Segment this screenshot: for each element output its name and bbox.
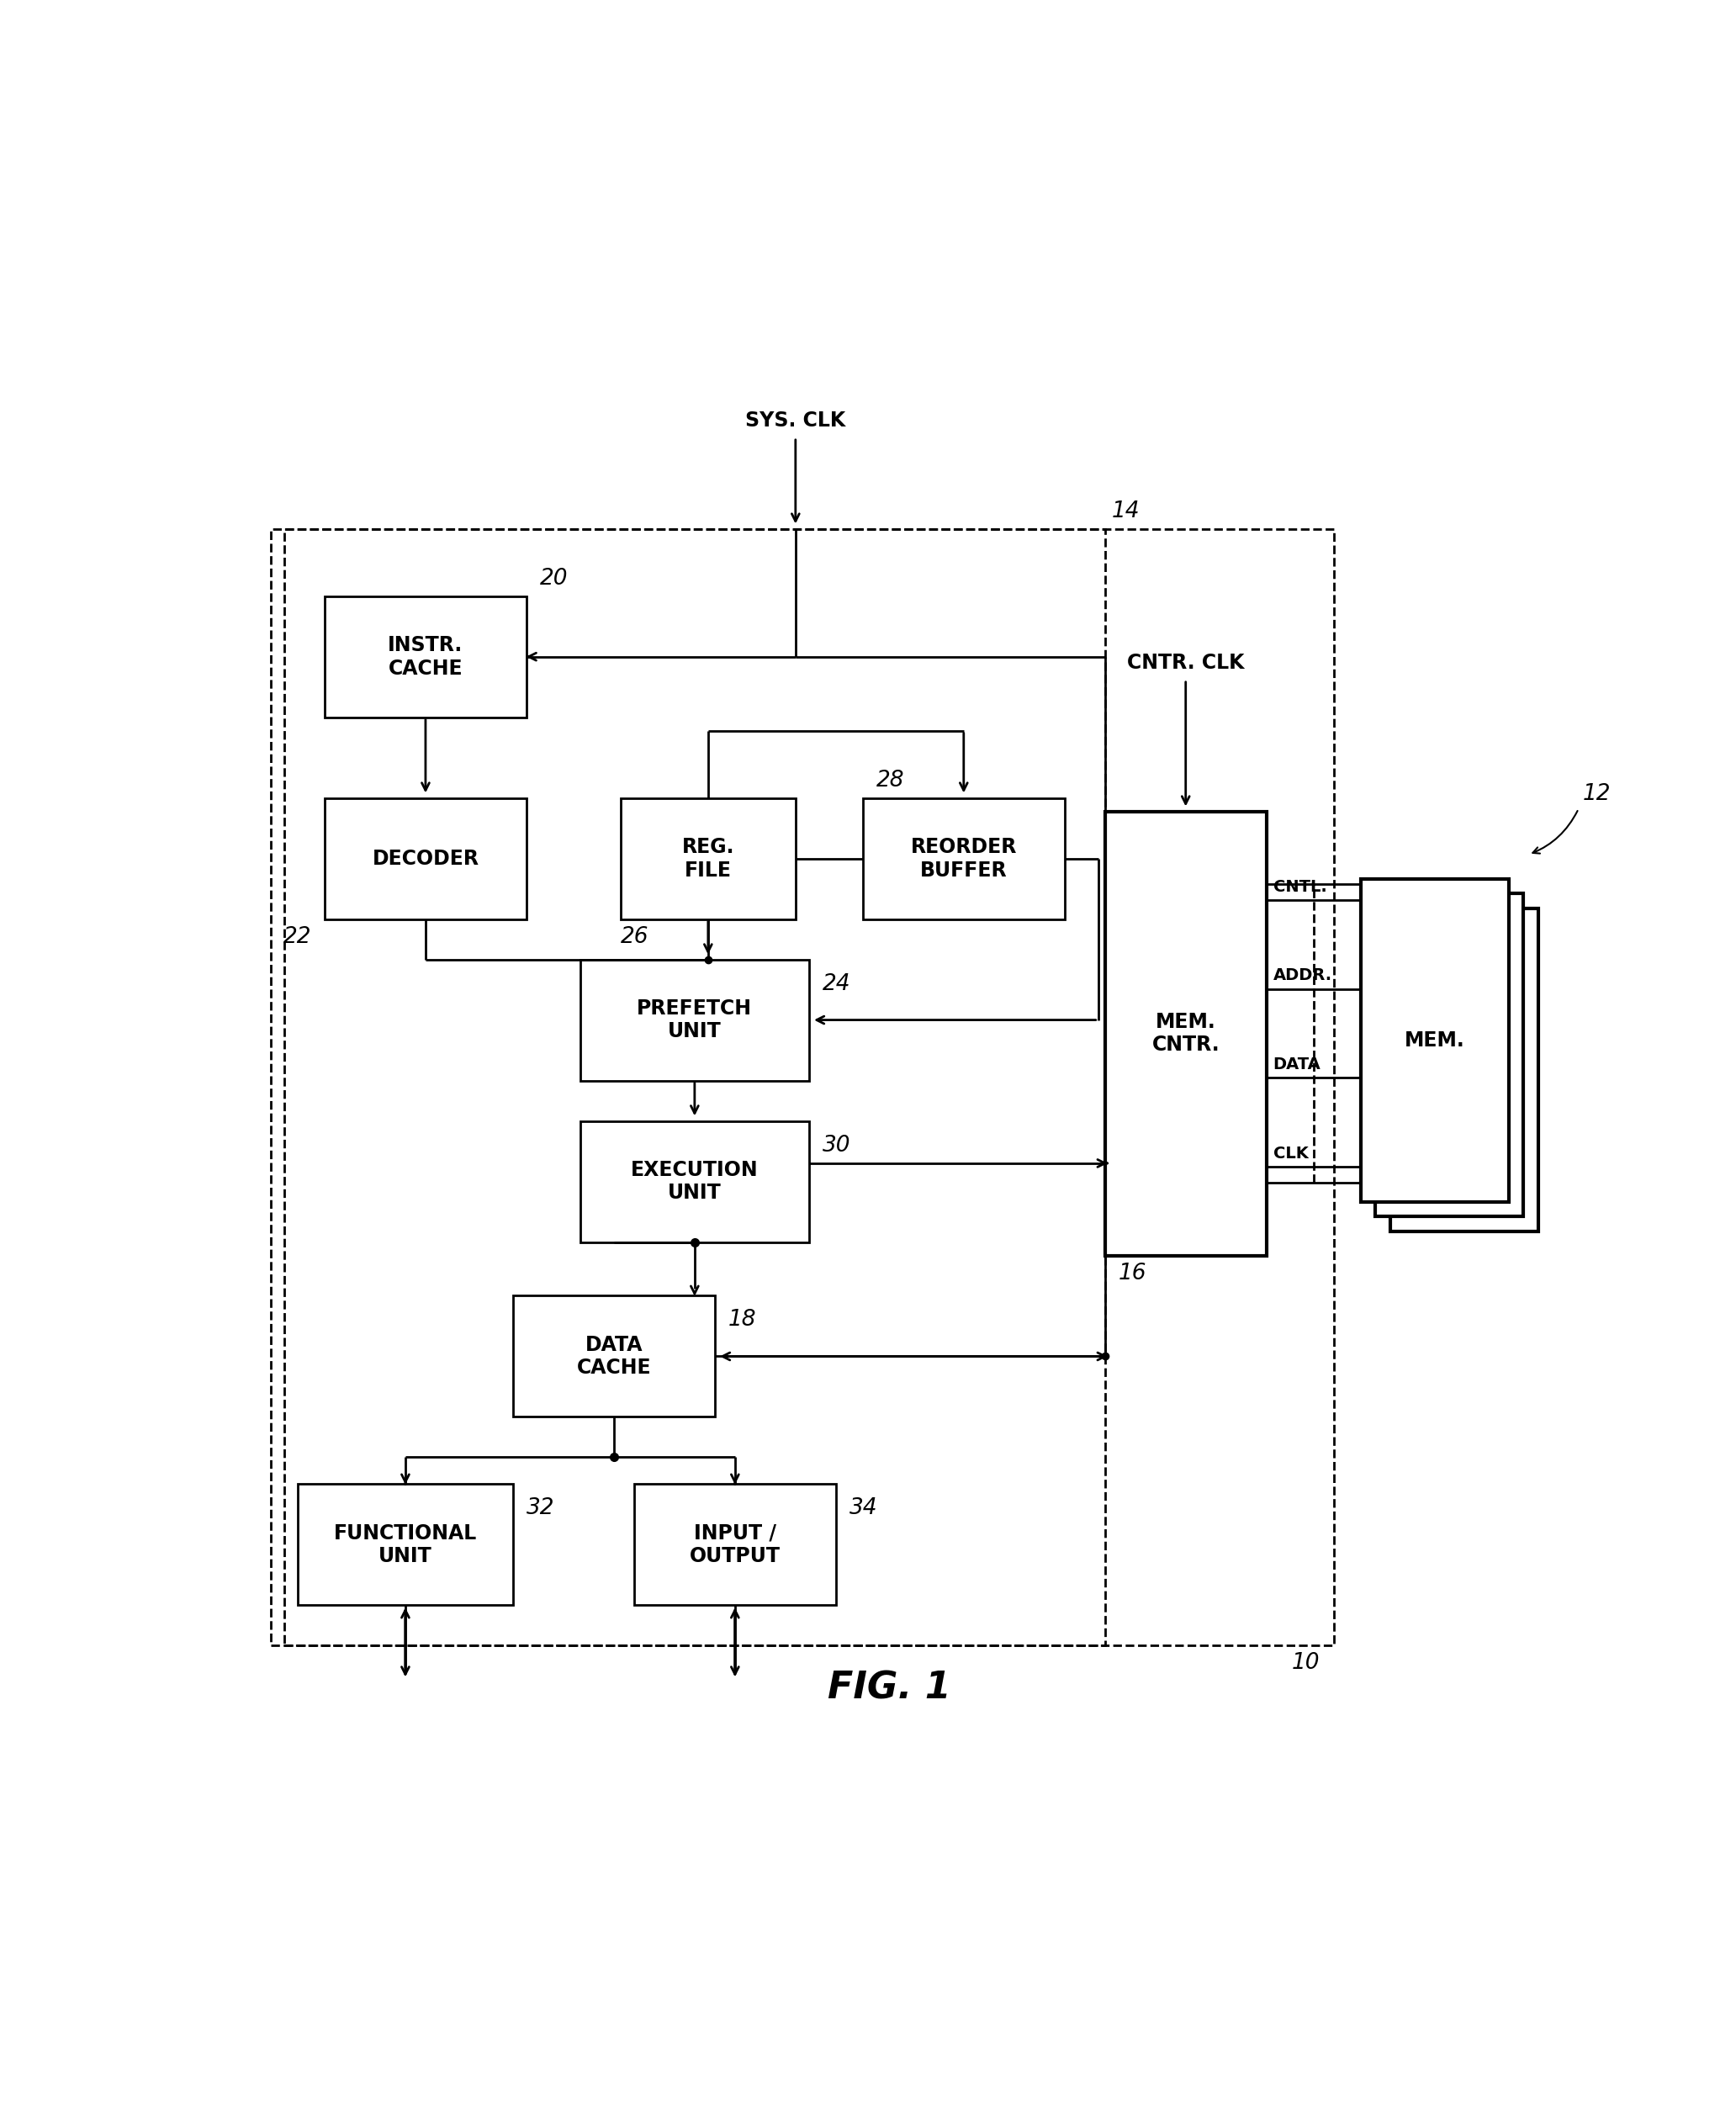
Text: 10: 10 [1292,1652,1321,1673]
Text: DATA
CACHE: DATA CACHE [576,1335,651,1378]
FancyBboxPatch shape [1106,811,1267,1255]
FancyBboxPatch shape [1361,879,1509,1202]
Text: 20: 20 [540,568,568,590]
Text: MEM.
CNTR.: MEM. CNTR. [1151,1012,1220,1054]
FancyBboxPatch shape [325,596,526,716]
Text: REORDER
BUFFER: REORDER BUFFER [911,837,1017,881]
Text: PREFETCH
UNIT: PREFETCH UNIT [637,997,752,1042]
Text: 34: 34 [849,1498,877,1519]
Text: 18: 18 [729,1310,757,1331]
Text: REG.
FILE: REG. FILE [682,837,734,881]
Text: DECODER: DECODER [372,849,479,868]
Text: INPUT /
OUTPUT: INPUT / OUTPUT [689,1523,781,1566]
FancyBboxPatch shape [1375,894,1524,1217]
Text: EXECUTION
UNIT: EXECUTION UNIT [630,1160,759,1202]
Text: 12: 12 [1583,782,1611,805]
Text: 26: 26 [621,925,649,947]
FancyBboxPatch shape [1391,909,1538,1232]
Text: SYS. CLK: SYS. CLK [745,410,845,431]
Text: FUNCTIONAL
UNIT: FUNCTIONAL UNIT [333,1523,477,1566]
FancyBboxPatch shape [325,799,526,919]
Text: 28: 28 [877,769,904,790]
Text: 16: 16 [1118,1261,1146,1285]
FancyBboxPatch shape [580,959,809,1080]
Text: ADDR.: ADDR. [1272,968,1332,985]
FancyBboxPatch shape [514,1295,715,1418]
Text: FIG. 1: FIG. 1 [828,1669,951,1705]
Text: 14: 14 [1111,501,1141,522]
Text: INSTR.
CACHE: INSTR. CACHE [389,634,464,678]
FancyBboxPatch shape [580,1120,809,1242]
Text: 24: 24 [823,972,851,995]
FancyBboxPatch shape [634,1483,837,1606]
Text: 30: 30 [823,1135,851,1156]
Text: MEM.: MEM. [1404,1029,1465,1050]
Text: 22: 22 [283,925,311,947]
FancyBboxPatch shape [863,799,1064,919]
Text: CLK: CLK [1272,1145,1309,1162]
Text: CNTR. CLK: CNTR. CLK [1127,653,1245,672]
FancyBboxPatch shape [621,799,795,919]
Text: CNTL.: CNTL. [1272,879,1326,894]
FancyBboxPatch shape [299,1483,514,1606]
Text: 32: 32 [526,1498,554,1519]
Text: DATA: DATA [1272,1056,1321,1073]
